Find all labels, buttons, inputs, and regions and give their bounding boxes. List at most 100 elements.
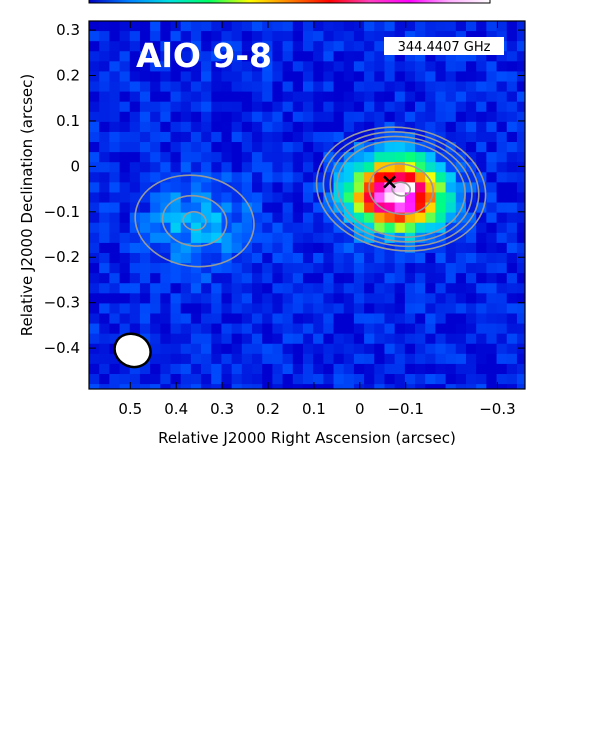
map-pixel [221,162,233,173]
map-pixel [343,111,355,123]
map-pixel [119,212,131,224]
map-pixel [343,232,355,244]
map-pixel [201,111,212,123]
map-pixel [425,343,437,355]
map-pixel [262,111,273,123]
map-pixel [139,182,151,194]
map-pixel [99,81,110,93]
map-pixel [160,212,172,224]
map-pixel [89,101,100,113]
map-pixel [160,323,172,335]
map-pixel [180,222,192,234]
map-pixel [476,293,487,305]
map-pixel [150,384,161,389]
map-pixel [364,242,375,254]
map-pixel [160,232,172,244]
map-pixel [272,101,284,113]
map-pixel [160,61,172,73]
map-pixel [486,71,498,83]
map-pixel [313,101,324,113]
map-pixel [486,101,498,113]
map-pixel [109,202,121,214]
map-pixel [190,283,202,294]
x-tick-label: −0.1 [387,400,423,418]
map-pixel [302,293,314,305]
map-pixel [506,91,518,103]
map-pixel [415,374,426,385]
map-pixel [435,313,447,325]
map-pixel [139,131,151,143]
map-pixel [455,222,467,234]
map-pixel [486,182,498,194]
map-pixel [272,71,284,83]
map-pixel [292,384,304,389]
map-pixel [150,252,161,264]
map-pixel [415,51,426,62]
map-pixel [527,122,538,133]
map-pixel [99,142,110,153]
map-pixel [180,152,192,163]
map-pixel [455,212,467,224]
map-pixel [170,313,182,325]
map-pixel [190,202,202,214]
map-pixel [465,152,477,163]
map-pixel [425,333,437,345]
x-tick-label: 0.3 [210,400,234,418]
map-pixel [282,252,294,264]
map-pixel [231,172,243,183]
map-pixel [333,353,345,365]
map-pixel [435,384,447,389]
map-pixel [241,81,253,93]
map-pixel [415,283,426,294]
map-pixel [292,31,304,42]
map-pixel [333,323,345,335]
map-pixel [129,111,141,123]
map-pixel [394,172,406,183]
map-pixel [282,263,294,274]
map-pixel [109,212,121,224]
map-pixel [119,273,131,284]
map-pixel [129,374,141,385]
map-pixel [221,353,233,365]
x-tick-label: 0 [355,400,365,418]
map-pixel [160,81,172,93]
map-pixel [190,131,202,143]
map-pixel [415,323,426,335]
map-pixel [99,252,110,264]
map-pixel [364,313,375,325]
map-pixel [516,131,525,143]
map-pixel [465,232,477,244]
map-pixel [425,313,437,325]
map-pixel [241,121,253,133]
map-pixel [150,293,161,305]
map-pixel [180,374,192,385]
map-pixel [455,81,467,93]
map-pixel [333,51,345,62]
map-pixel [262,263,273,274]
map-pixel [516,263,525,274]
map-pixel [404,323,416,335]
map-pixel [516,41,525,52]
map-pixel [313,111,324,123]
map-pixel [139,21,151,32]
map-pixel [241,51,253,62]
map-pixel [180,303,192,315]
map-pixel [99,202,110,214]
map-pixel [160,343,172,355]
map-pixel [231,142,243,153]
x-axis-label: Relative J2000 Right Ascension (arcsec) [158,429,456,447]
map-pixel [160,71,172,83]
map-pixel [384,51,396,62]
map-pixel [231,212,243,224]
map-pixel [99,343,110,355]
map-pixel [384,152,396,163]
map-pixel [425,31,437,42]
map-pixel [211,232,223,244]
map-pixel [516,333,525,345]
map-pixel [150,353,161,365]
map-pixel [455,283,467,294]
map-pixel [404,303,416,315]
map-pixel [89,91,100,103]
map-pixel [455,162,467,173]
map-pixel [445,21,457,32]
